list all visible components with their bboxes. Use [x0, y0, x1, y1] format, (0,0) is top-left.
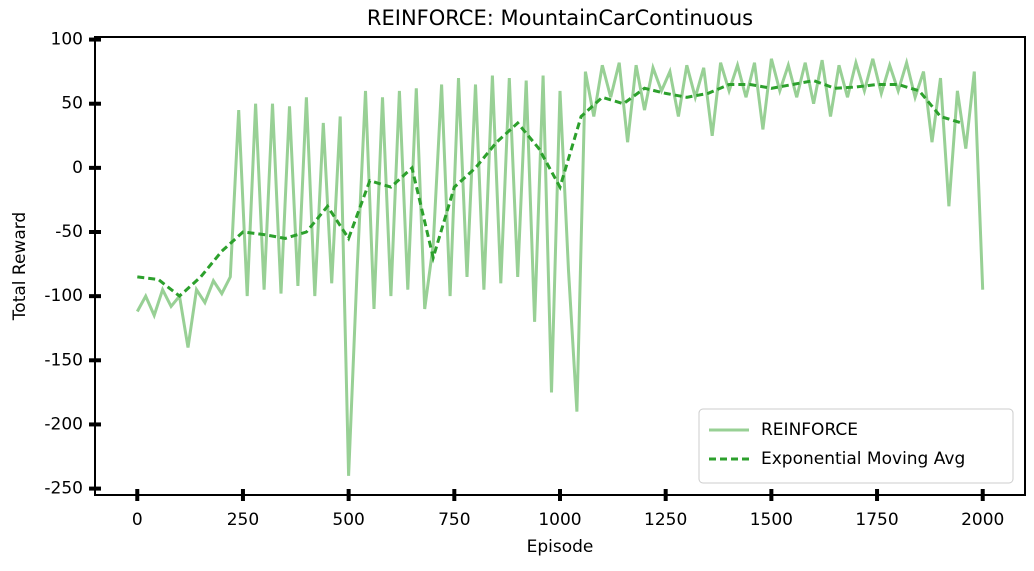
chart-title: REINFORCE: MountainCarContinuous	[367, 6, 753, 30]
y-axis-label: Total Reward	[10, 212, 30, 321]
x-tick-label: 1000	[538, 510, 581, 530]
y-tick-label: 50	[61, 94, 83, 114]
legend-label: Exponential Moving Avg	[761, 449, 965, 469]
x-tick-label: 1500	[750, 510, 793, 530]
y-tick-label: 100	[51, 30, 83, 50]
series-line	[137, 79, 963, 299]
y-tick-label: -200	[44, 414, 83, 434]
y-tick-label: 0	[72, 158, 83, 178]
x-tick-label: 1250	[644, 510, 687, 530]
legend-label: REINFORCE	[761, 420, 858, 440]
x-tick-label: 1750	[855, 510, 898, 530]
x-tick-label: 500	[332, 510, 364, 530]
x-tick-label: 750	[438, 510, 470, 530]
y-tick-label: -150	[44, 350, 83, 370]
y-tick-label: -50	[55, 222, 83, 242]
x-tick-label: 2000	[961, 510, 1004, 530]
x-tick-label: 0	[132, 510, 143, 530]
x-axis-label: Episode	[527, 537, 594, 557]
x-tick-label: 250	[227, 510, 259, 530]
y-tick-label: -250	[44, 479, 83, 499]
series-line	[135, 56, 985, 476]
y-tick-label: -100	[44, 286, 83, 306]
legend-box	[698, 408, 1014, 484]
